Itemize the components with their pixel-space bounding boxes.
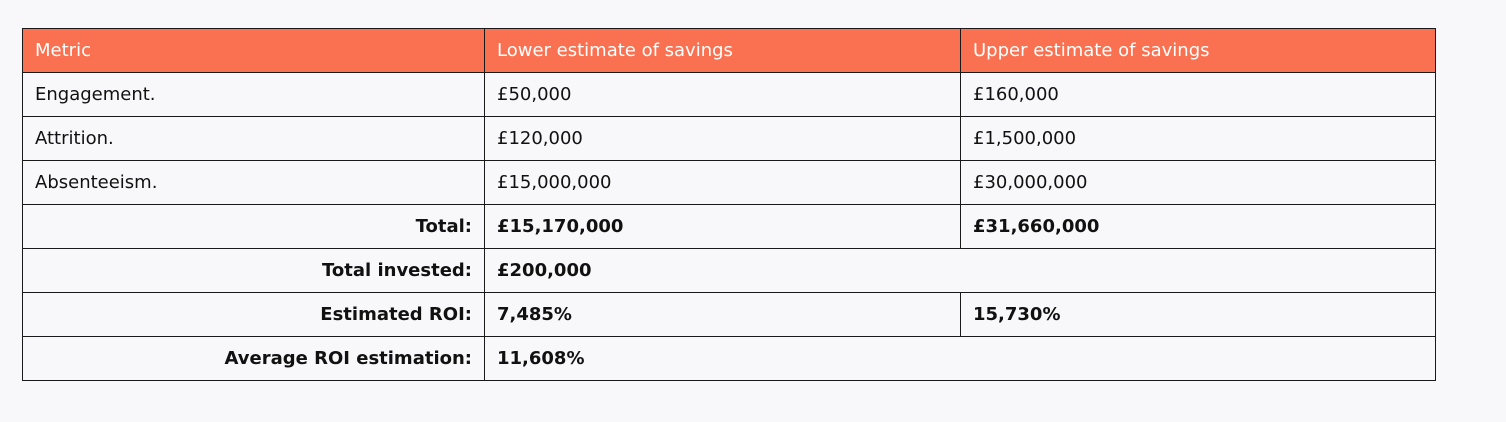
average-roi-row: Average ROI estimation: 11,608%: [22, 336, 1436, 381]
estimated-roi-lower: 7,485%: [484, 292, 961, 337]
roi-savings-table: Metric Lower estimate of savings Upper e…: [22, 28, 1436, 381]
total-label: Total:: [22, 204, 485, 249]
average-roi-label: Average ROI estimation:: [22, 336, 485, 381]
total-lower-value: £15,170,000: [484, 204, 961, 249]
estimated-roi-label: Estimated ROI:: [22, 292, 485, 337]
header-metric: Metric: [22, 28, 485, 73]
average-roi-value: 11,608%: [484, 336, 1436, 381]
header-lower-estimate: Lower estimate of savings: [484, 28, 961, 73]
table-row: Absenteeism. £15,000,000 £30,000,000: [22, 160, 1436, 205]
total-upper-value: £31,660,000: [960, 204, 1436, 249]
estimated-roi-row: Estimated ROI: 7,485% 15,730%: [22, 292, 1436, 337]
total-invested-label: Total invested:: [22, 248, 485, 293]
upper-estimate-cell: £30,000,000: [960, 160, 1436, 205]
lower-estimate-cell: £50,000: [484, 72, 961, 117]
upper-estimate-cell: £160,000: [960, 72, 1436, 117]
header-row: Metric Lower estimate of savings Upper e…: [22, 28, 1436, 73]
table-row: Engagement. £50,000 £160,000: [22, 72, 1436, 117]
table-body: Engagement. £50,000 £160,000 Attrition. …: [22, 72, 1436, 381]
estimated-roi-upper: 15,730%: [960, 292, 1436, 337]
total-invested-value: £200,000: [484, 248, 1436, 293]
metric-cell: Absenteeism.: [22, 160, 485, 205]
total-row: Total: £15,170,000 £31,660,000: [22, 204, 1436, 249]
metric-cell: Engagement.: [22, 72, 485, 117]
table-header: Metric Lower estimate of savings Upper e…: [22, 28, 1436, 73]
roi-table-container: Metric Lower estimate of savings Upper e…: [22, 28, 1436, 381]
lower-estimate-cell: £15,000,000: [484, 160, 961, 205]
lower-estimate-cell: £120,000: [484, 116, 961, 161]
total-invested-row: Total invested: £200,000: [22, 248, 1436, 293]
upper-estimate-cell: £1,500,000: [960, 116, 1436, 161]
table-row: Attrition. £120,000 £1,500,000: [22, 116, 1436, 161]
metric-cell: Attrition.: [22, 116, 485, 161]
header-upper-estimate: Upper estimate of savings: [960, 28, 1436, 73]
